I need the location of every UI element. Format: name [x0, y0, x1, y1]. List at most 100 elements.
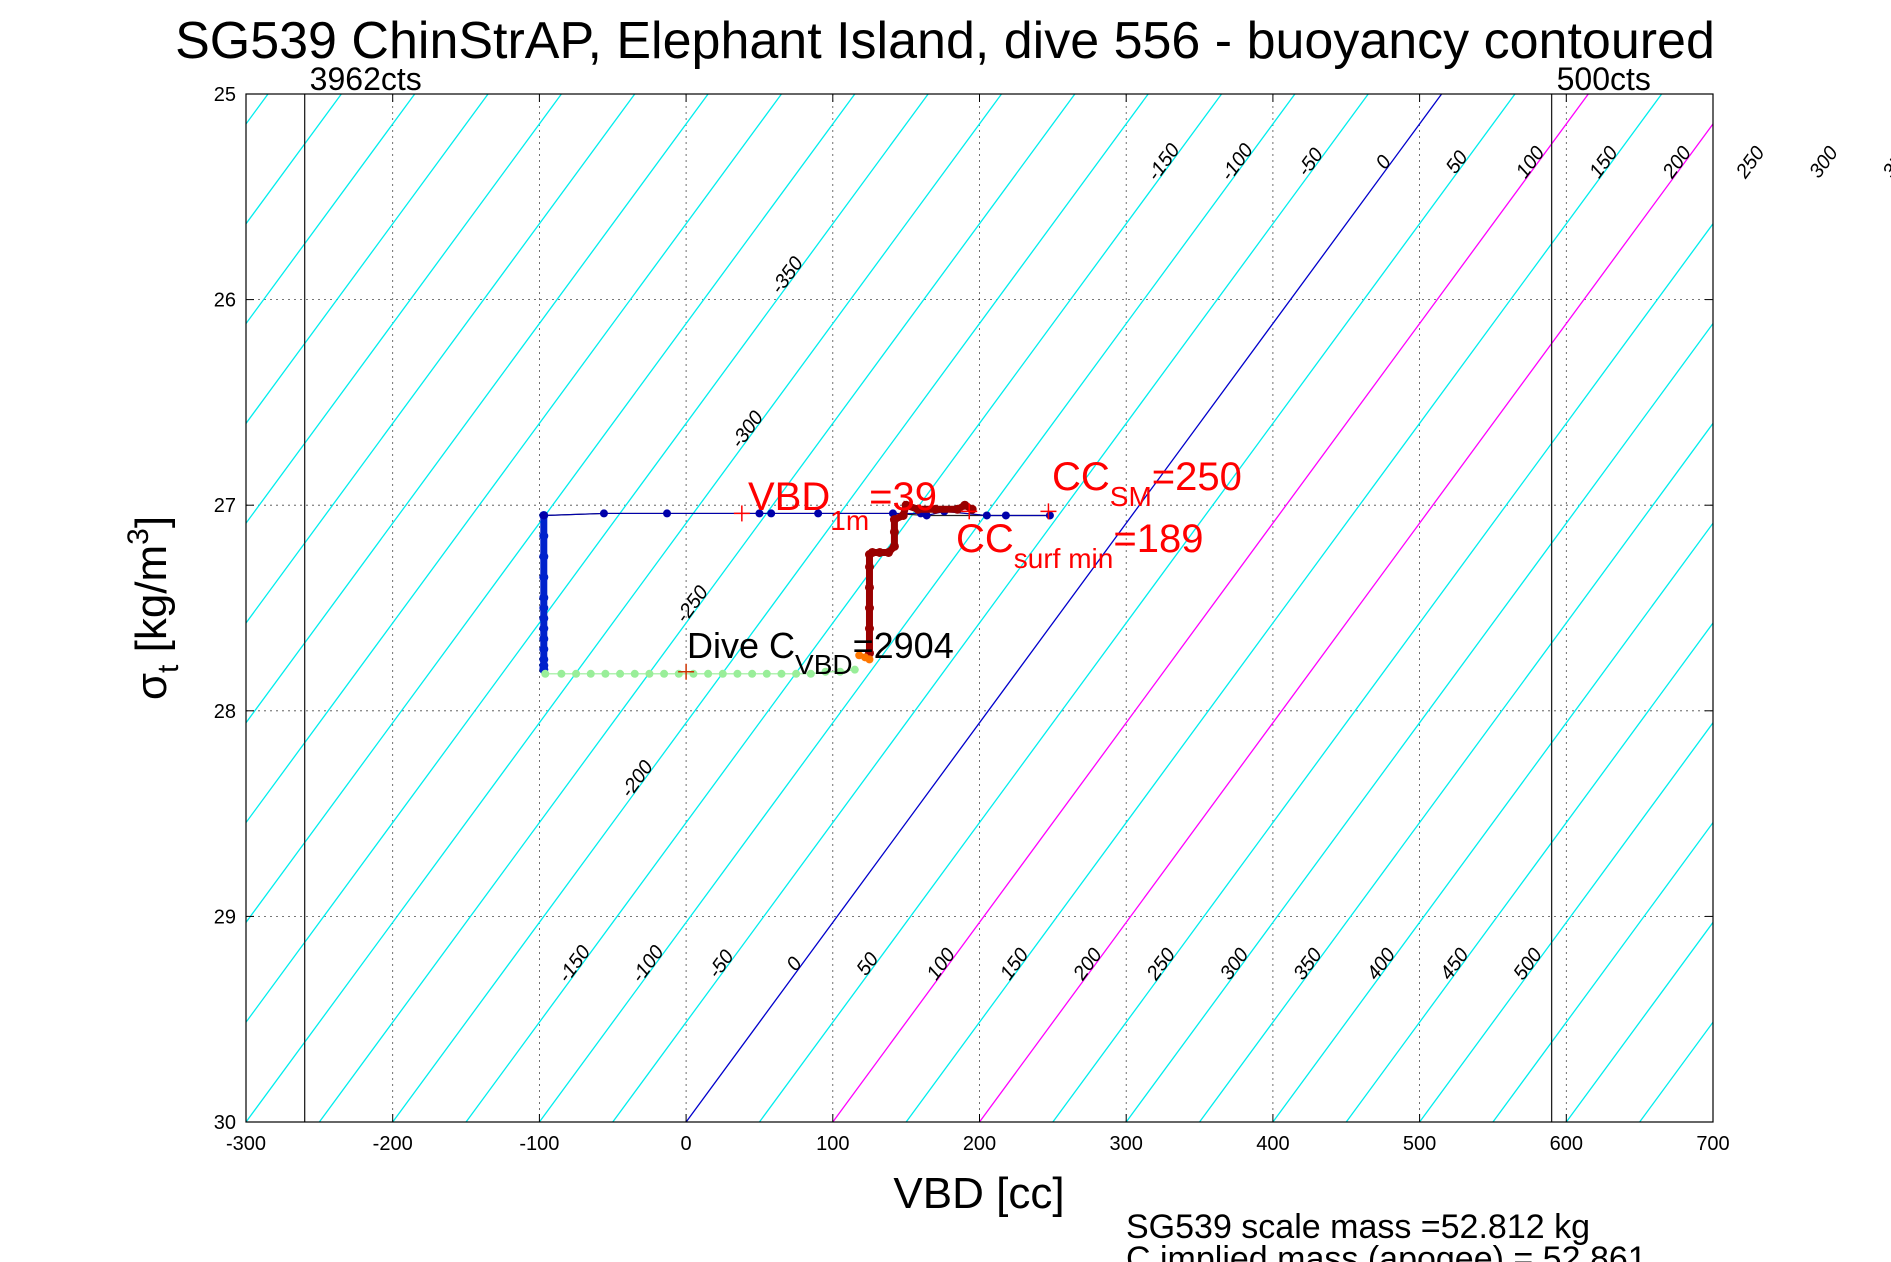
y-tick-label: 26 [214, 290, 236, 312]
contour-line [758, 94, 1516, 1122]
series-line [545, 669, 855, 675]
data-point [660, 669, 669, 678]
contour-line [246, 94, 1003, 1122]
contour-label-top: 250 [1731, 142, 1769, 183]
contour-line [318, 94, 1076, 1122]
data-point [1001, 511, 1010, 520]
data-point [867, 547, 877, 557]
data-point [539, 644, 549, 654]
y-axis-label-sub: t [152, 664, 185, 673]
data-point [821, 667, 830, 676]
contour-label-top: 350 [1879, 142, 1891, 182]
data-point [889, 541, 899, 551]
y-axis-ticks: 25 26 27 28 29 30 [214, 84, 1713, 1134]
contour-line [1712, 1120, 1713, 1122]
data-point [836, 667, 845, 676]
data-point [539, 531, 549, 541]
y-tick-label: 27 [214, 495, 236, 517]
data-point [539, 603, 549, 613]
contour-line [246, 94, 856, 924]
y-axis-label-sup: 3 [122, 528, 155, 545]
data-point [539, 552, 549, 562]
data-point [663, 509, 672, 518]
data-point [557, 669, 566, 678]
contour-line [1052, 222, 1713, 1122]
vbd1m-sub: 1m [830, 505, 869, 536]
data-point [762, 669, 771, 678]
contour-line [538, 94, 1296, 1122]
y-tick-label: 25 [214, 84, 236, 106]
dive-cvbd-val: =2904 [853, 625, 954, 666]
data-point [718, 669, 727, 678]
data-point [777, 669, 786, 678]
contour-line [1419, 721, 1713, 1122]
data-series [539, 500, 1054, 678]
contour-line [465, 94, 1223, 1122]
data-point [922, 511, 931, 520]
footer-scale-mass: SG539 scale mass =52.812 kg [1126, 1208, 1590, 1246]
x-tick-label: 400 [1256, 1133, 1289, 1155]
data-point [898, 510, 908, 520]
contour-line [246, 94, 562, 525]
contour-line [392, 94, 1149, 1122]
x-tick-label: -300 [226, 1133, 266, 1155]
contour-line [612, 94, 1369, 1122]
x-axis-ticks: -300 -200 -100 0 100 200 300 400 500 600 700 [226, 94, 1730, 1155]
plot-area [246, 94, 1713, 1122]
data-point [733, 669, 742, 678]
data-point [792, 669, 801, 678]
vbd1m-main: VBD [748, 475, 830, 519]
x-tick-label: 500 [1403, 1133, 1436, 1155]
vbd-limit-lines: 3962cts 500cts [304, 61, 1651, 1122]
data-point [601, 669, 610, 678]
data-point [539, 613, 549, 623]
contour-line [1492, 821, 1713, 1122]
footer-implied-mass: C implied mass (apogee) = 52.861 [1126, 1240, 1647, 1262]
data-point [901, 500, 911, 510]
data-point [645, 669, 654, 678]
data-point [865, 655, 874, 664]
reference-markers [678, 503, 1057, 680]
contour-line [246, 94, 782, 824]
contour-line [1272, 522, 1713, 1122]
data-point [850, 665, 859, 674]
y-axis-label-rest: [kg/m [127, 545, 176, 665]
x-tick-label: -100 [519, 1133, 559, 1155]
x-tick-label: 700 [1696, 1133, 1729, 1155]
ccsm-main: CC [1052, 455, 1110, 499]
ccsm-val: =250 [1152, 455, 1242, 499]
ccsm-annotation: CCSM=250 [1052, 455, 1242, 512]
data-point [1045, 511, 1054, 520]
contour-line [1565, 921, 1713, 1122]
contour-line [978, 122, 1713, 1122]
y-tick-label: 29 [214, 906, 236, 928]
vbd-limit-label: 500cts [1557, 61, 1651, 97]
data-point [864, 582, 874, 592]
y-tick-label: 30 [214, 1112, 236, 1134]
contour-line [0, 94, 121, 1122]
ccsm-sub: SM [1110, 481, 1152, 512]
dive-cvbd-main: Dive C [687, 625, 795, 666]
data-point [539, 634, 549, 644]
x-tick-label: 0 [681, 1133, 692, 1155]
data-point [616, 669, 625, 678]
data-point [864, 624, 874, 634]
data-point [599, 509, 608, 518]
data-point [884, 547, 894, 557]
data-point [889, 515, 899, 525]
data-point [755, 509, 764, 518]
data-point [704, 669, 713, 678]
dive-cvbd-annotation: Dive CVBD=2904 [687, 625, 954, 680]
x-tick-label: 300 [1110, 1133, 1143, 1155]
data-point [539, 572, 549, 582]
contour-line [246, 94, 489, 425]
data-point [982, 511, 991, 520]
data-point [806, 669, 815, 678]
data-point [930, 504, 940, 514]
grid [246, 94, 1713, 1122]
y-axis-label: σt [kg/m3] [122, 516, 185, 700]
data-point [875, 547, 885, 557]
contour-line [1125, 322, 1713, 1122]
buoyancy-contours [0, 94, 1713, 1122]
data-point [539, 593, 549, 603]
